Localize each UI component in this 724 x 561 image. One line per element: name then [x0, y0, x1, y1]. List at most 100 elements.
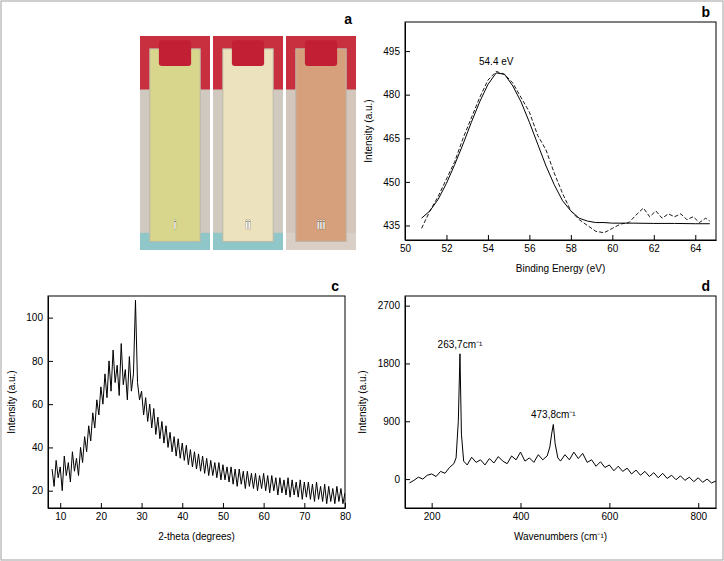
x-axis: 200400600800	[406, 503, 717, 522]
y-axis-title: Intensity (a.u.)	[363, 99, 374, 162]
tick-label: 62	[649, 243, 661, 254]
tick-label: 1800	[378, 358, 401, 369]
sample-label: i	[174, 217, 177, 232]
tick: 450	[383, 177, 410, 188]
plot-area	[422, 71, 710, 232]
y-axis-line	[405, 297, 406, 509]
x-axis-title: 2-theta (degrees)	[158, 531, 235, 542]
tick: 52	[441, 235, 453, 254]
figure-border	[1, 1, 723, 560]
photo-background	[286, 36, 356, 250]
tick-mark	[446, 235, 447, 240]
tick: 64	[690, 235, 702, 254]
cuvette-body	[223, 49, 273, 242]
tick-mark	[529, 235, 530, 240]
tick-mark	[695, 235, 696, 240]
sample-label: iii	[317, 217, 326, 232]
y-axis: 0 900 1800 2700	[378, 297, 410, 509]
tick-label: 20	[32, 485, 44, 496]
tick: 465	[383, 133, 410, 144]
tick: 60	[607, 235, 619, 254]
tick: 56	[524, 235, 536, 254]
tick-mark	[264, 503, 265, 508]
plot-area	[409, 354, 716, 483]
data-line	[52, 300, 345, 503]
y-axis-line	[405, 23, 406, 241]
tick-mark	[488, 235, 489, 240]
photo-panel: iiiiii	[140, 36, 356, 250]
x-axis-title: Wavenumbers (cm⁻¹)	[514, 531, 607, 542]
panel-label: b	[701, 4, 710, 20]
cuvette-body	[296, 49, 346, 242]
x-axis: 5052545658606264	[400, 235, 717, 254]
annotation: 54.4 eV	[479, 56, 514, 67]
tick-mark	[142, 503, 143, 508]
photo-background	[140, 36, 210, 250]
tick-label: 400	[513, 511, 530, 522]
data-line	[409, 354, 716, 483]
cuvette-cap	[305, 40, 337, 66]
tick-label: 900	[383, 416, 400, 427]
tick-mark	[304, 503, 305, 508]
plot-frame	[405, 296, 716, 508]
plot-frame	[405, 22, 716, 240]
tick-label: 40	[177, 511, 189, 522]
tick-mark	[521, 503, 522, 508]
tick-mark	[405, 51, 410, 52]
tick: 40	[32, 442, 53, 453]
tick: 900	[383, 416, 410, 427]
tick: 20	[96, 503, 108, 522]
x-axis: 1020304050607080	[49, 503, 352, 522]
tick: 60	[259, 503, 271, 522]
tick-label: 800	[690, 511, 707, 522]
tick: 495	[383, 46, 410, 57]
x-axis-title: Binding Energy (eV)	[516, 263, 606, 274]
tick: 60	[32, 399, 53, 410]
y-axis-title: Intensity (a.u.)	[357, 370, 368, 433]
tick-label: 50	[400, 243, 412, 254]
y-axis-line	[48, 297, 49, 509]
tick-label: 20	[96, 511, 108, 522]
tick-label: 52	[441, 243, 453, 254]
tick-mark	[405, 95, 410, 96]
panel-label: a	[344, 11, 352, 27]
tick: 54	[483, 235, 495, 254]
tick-label: 495	[383, 46, 400, 57]
tick-label: 60	[607, 243, 619, 254]
cuvette-cap	[159, 40, 191, 66]
plot-area	[52, 300, 345, 503]
tick: 2700	[378, 300, 410, 311]
data-line	[422, 71, 710, 232]
tick-label: 0	[394, 474, 400, 485]
tick: 800	[690, 503, 707, 522]
y-axis-title: Intensity (a.u.)	[6, 370, 17, 433]
tick-mark	[405, 138, 410, 139]
tick-mark	[345, 503, 346, 508]
tick-label: 50	[218, 511, 230, 522]
tick: 0	[394, 474, 410, 485]
tick-mark	[571, 235, 572, 240]
data-line	[422, 73, 710, 224]
tick-mark	[405, 421, 410, 422]
plot-panel: 200400600800 0 900 1800 2700	[378, 296, 717, 522]
tick: 1800	[378, 358, 410, 369]
tick-label: 40	[32, 442, 44, 453]
tick: 435	[383, 220, 410, 231]
photo-background	[213, 36, 283, 250]
tick-mark	[654, 235, 655, 240]
tick-mark	[223, 503, 224, 508]
tick-label: 10	[55, 511, 67, 522]
tick-label: 60	[259, 511, 271, 522]
tick-label: 80	[32, 356, 44, 367]
tick-mark	[432, 503, 433, 508]
tick-mark	[405, 225, 410, 226]
tick: 480	[383, 89, 410, 100]
tick-label: 56	[524, 243, 536, 254]
tick-label: 60	[32, 399, 44, 410]
tick: 10	[55, 503, 67, 522]
tick-label: 2700	[378, 300, 401, 311]
tick: 40	[177, 503, 189, 522]
tick-mark	[48, 491, 53, 492]
x-axis-line	[49, 508, 346, 509]
tick-mark	[405, 363, 410, 364]
